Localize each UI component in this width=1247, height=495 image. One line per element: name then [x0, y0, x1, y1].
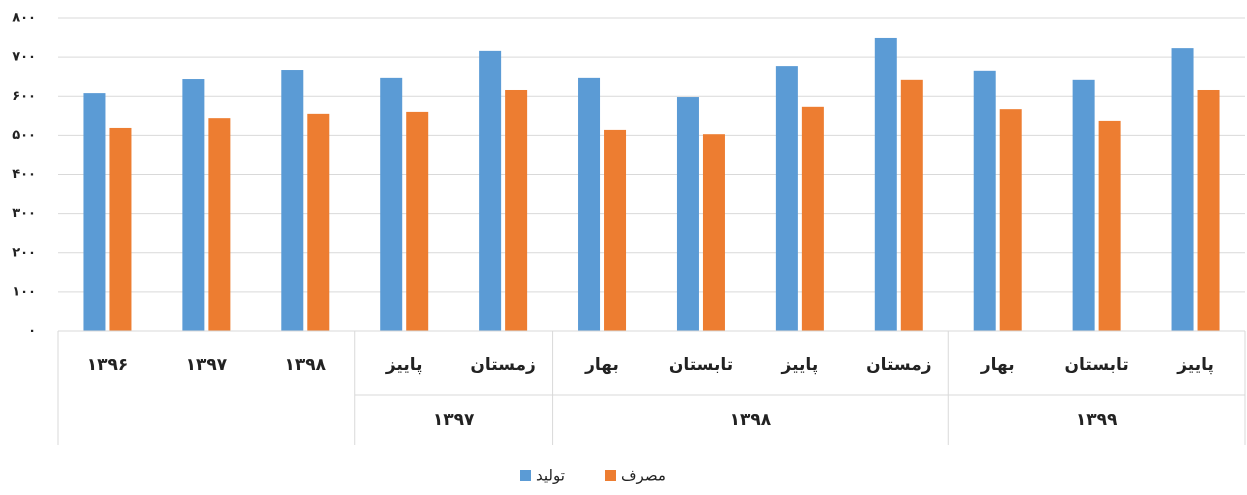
bar — [801, 106, 824, 331]
x-tick-label: بهار — [584, 355, 619, 375]
bar — [1098, 120, 1121, 332]
bar — [578, 77, 601, 331]
y-tick-label: ۶۰۰ — [12, 89, 36, 104]
bar — [1072, 79, 1095, 331]
legend-swatch — [520, 470, 531, 481]
group-label: ۱۳۹۸ — [730, 410, 772, 430]
x-tick-label: تابستان — [1064, 355, 1128, 375]
x-tick-label: بهار — [980, 355, 1015, 375]
bar — [380, 77, 403, 331]
bar — [505, 89, 528, 332]
bar — [973, 70, 996, 331]
group-label: ۱۳۹۷ — [433, 410, 475, 430]
x-tick-label: زمستان — [866, 355, 931, 375]
y-tick-label: ۱۰۰ — [12, 284, 36, 299]
bar — [900, 79, 923, 331]
y-tick-label: ۳۰۰ — [12, 206, 36, 221]
bar — [208, 118, 231, 331]
y-tick-label: ۸۰۰ — [12, 11, 36, 26]
bar — [999, 109, 1022, 331]
y-tick-label: ۴۰۰ — [12, 167, 36, 182]
x-tick-label: ۱۳۹۸ — [285, 355, 327, 375]
y-tick-label: ۵۰۰ — [12, 128, 36, 143]
legend-swatch — [605, 470, 616, 481]
bar — [1171, 48, 1194, 331]
bar — [83, 93, 106, 332]
group-label: ۱۳۹۹ — [1076, 410, 1118, 430]
bar — [307, 113, 330, 331]
bar — [775, 66, 798, 331]
bar — [874, 37, 897, 332]
x-tick-label: زمستان — [470, 355, 535, 375]
bar — [281, 70, 304, 331]
bar — [182, 79, 205, 331]
bar — [1197, 89, 1220, 332]
x-tick-label: ۱۳۹۶ — [87, 355, 129, 375]
y-tick-label: ۲۰۰ — [12, 245, 36, 260]
legend-label: تولید — [536, 467, 565, 485]
x-tick-label: پاییز — [385, 355, 423, 375]
bar — [702, 134, 725, 331]
bar — [479, 50, 502, 332]
x-tick-label: تابستان — [669, 355, 733, 375]
bar — [406, 111, 429, 332]
x-tick-label: پاییز — [1176, 355, 1214, 375]
x-tick-label: ۱۳۹۷ — [186, 355, 228, 375]
bar — [676, 97, 699, 331]
bar — [109, 127, 132, 331]
legend-label: مصرف — [621, 467, 666, 485]
y-tick-label: ۰ — [28, 324, 36, 339]
x-tick-label: پاییز — [781, 355, 819, 375]
bar — [604, 129, 627, 331]
y-tick-label: ۷۰۰ — [12, 50, 36, 65]
